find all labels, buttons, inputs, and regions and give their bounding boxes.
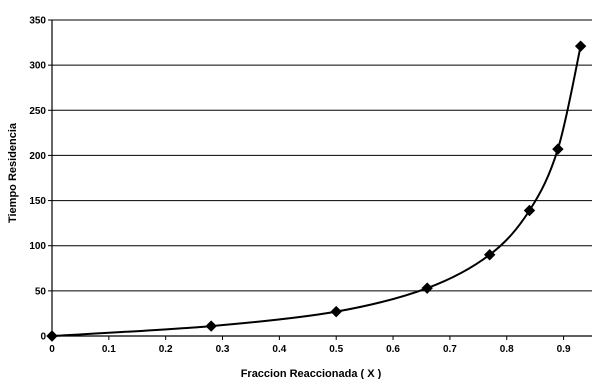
series-line: [52, 46, 581, 336]
y-tick-label: 50: [35, 286, 47, 297]
y-tick-label: 300: [29, 61, 46, 72]
data-point-marker: [422, 283, 432, 293]
data-point-marker: [553, 144, 563, 154]
y-tick-label: 0: [40, 332, 46, 343]
x-tick-label: 0.8: [500, 344, 514, 355]
x-tick-label: 0.4: [272, 344, 286, 355]
data-point-marker: [331, 307, 341, 317]
x-tick-label: 0.9: [557, 344, 571, 355]
y-tick-label: 100: [29, 241, 46, 252]
x-tick-label: 0.6: [386, 344, 400, 355]
tick-layer: 0 50 100 150 200 250 300 350 0 0.1 0.2 0.3 0.4 0.5 0.6…: [29, 16, 571, 356]
line-layer: [52, 46, 581, 336]
x-tick-label: 0: [49, 344, 55, 355]
x-tick-label: 0.3: [216, 344, 230, 355]
data-point-marker: [47, 331, 57, 341]
x-tick-label: 0.5: [329, 344, 343, 355]
axis-layer: [52, 20, 592, 336]
y-tick-label: 250: [29, 106, 46, 117]
y-tick-label: 350: [29, 16, 46, 27]
x-axis-title: Fraccion Reaccionada ( X ): [241, 368, 382, 379]
x-tick-label: 0.1: [102, 344, 116, 355]
x-tick-label: 0.7: [443, 344, 457, 355]
data-point-marker: [206, 321, 216, 331]
x-tick-label: 0.2: [159, 344, 173, 355]
y-tick-label: 200: [29, 151, 46, 162]
y-axis-title: Tiempo Residencia: [7, 122, 19, 223]
y-tick-label: 150: [29, 196, 46, 207]
data-point-marker: [576, 41, 586, 51]
marker-layer: [47, 41, 586, 341]
grid-layer: [52, 20, 592, 291]
